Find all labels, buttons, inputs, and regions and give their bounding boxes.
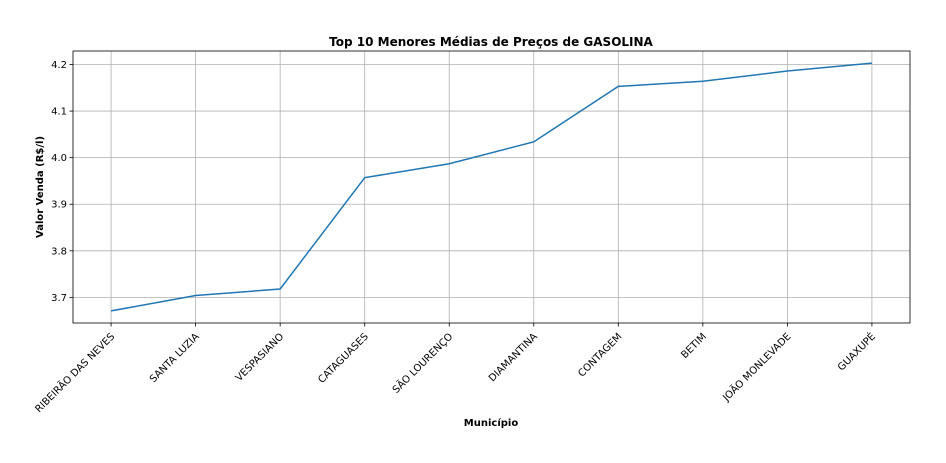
plot-area-frame [72, 50, 911, 324]
chart-title: Top 10 Menores Médias de Preços de GASOL… [329, 35, 653, 49]
series-layer [110, 62, 872, 312]
y-tick-label: 3.7 [51, 293, 67, 304]
x-tick-label: SANTA LUZIA [148, 331, 202, 385]
x-tick-label: DIAMANTINA [487, 331, 540, 384]
x-tick-label: BETIM [679, 331, 709, 361]
x-axis: RIBEIRÃO DAS NEVES SANTA LUZIA VESPASIANO C… [32, 323, 878, 415]
y-tick-label: 3.9 [51, 200, 67, 211]
y-tick-label: 3.8 [51, 246, 67, 257]
series-line [110, 62, 872, 312]
x-tick-label: CONTAGEM [576, 331, 624, 379]
y-axis-label: Valor Venda (R$/l) [35, 136, 46, 238]
x-tick-label: CATAGUASES [316, 331, 370, 385]
x-tick-label: RIBEIRÃO DAS NEVES [32, 330, 117, 415]
x-tick-label: VESPASIANO [234, 331, 287, 384]
x-tick-label: GUAXUPÉ [835, 330, 878, 373]
y-tick-label: 4.2 [51, 60, 67, 71]
y-axis: 3.7 3.8 3.9 4.0 4.1 4.2 [51, 60, 73, 304]
x-tick-label: JOÃO MONLEVADE [719, 330, 793, 404]
y-tick-label: 4.0 [51, 153, 67, 164]
grid-lines [73, 51, 910, 323]
y-tick-label: 4.1 [51, 107, 67, 118]
x-axis-label: Município [464, 417, 519, 429]
x-tick-label: SÃO LOURENÇO [389, 330, 455, 396]
